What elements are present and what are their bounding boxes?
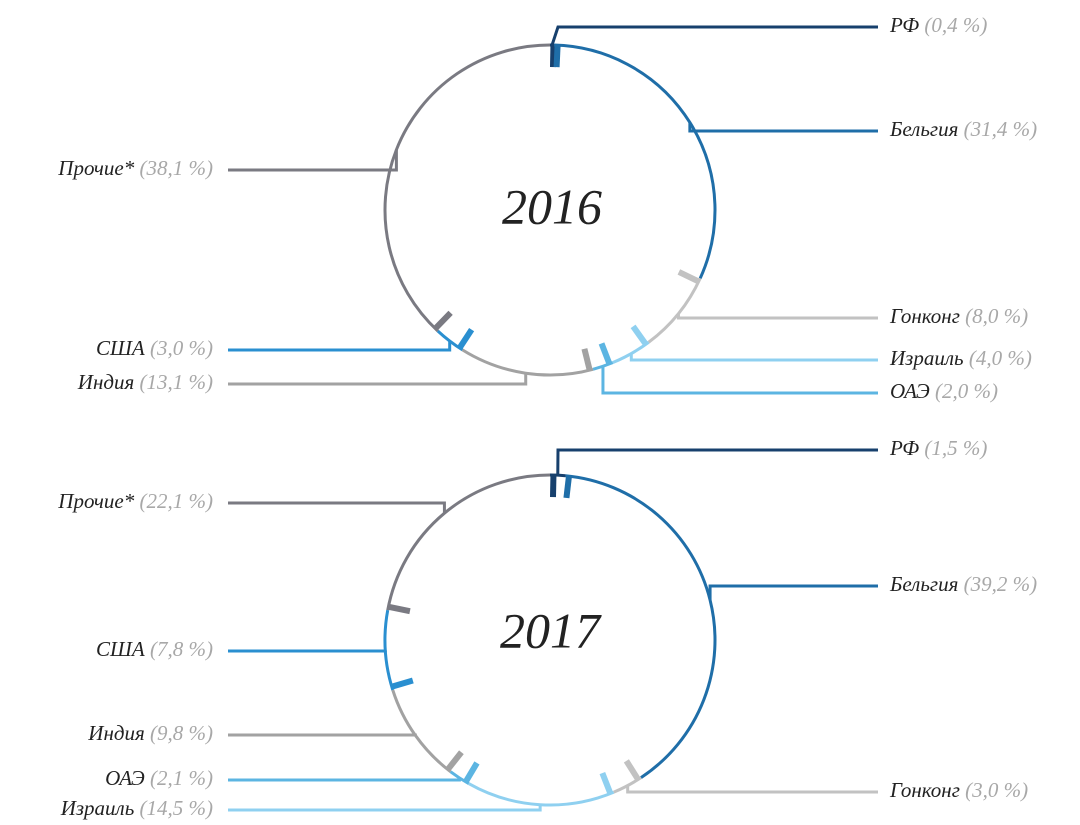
ring-segment <box>449 770 470 785</box>
label-value: (22,1 %) <box>140 489 213 513</box>
segment-label: ОАЭ (2,0 %) <box>890 379 998 403</box>
segment-marker <box>456 327 475 351</box>
leader-line <box>688 122 878 133</box>
ring-segment <box>647 277 702 344</box>
label-value: (3,0 %) <box>965 778 1028 802</box>
label-value: (13,1 %) <box>140 370 213 394</box>
segment-marker <box>432 310 453 332</box>
segment-label: Прочие* (38,1 %) <box>57 156 213 180</box>
segment-marker <box>623 759 642 782</box>
leader-line <box>676 313 878 320</box>
label-name: Гонконг <box>889 304 960 328</box>
label-name: Индия <box>77 370 134 394</box>
segment-label: Индия (13,1 %) <box>77 370 213 394</box>
label-value: (38,1 %) <box>140 156 213 180</box>
leader-line <box>228 804 542 812</box>
ring-segment <box>386 473 551 611</box>
label-name: США <box>96 637 145 661</box>
label-value: (9,8 %) <box>150 721 213 745</box>
segment-label: Гонконг (8,0 %) <box>889 304 1028 328</box>
leader-line <box>228 649 387 653</box>
segment-marker <box>389 677 414 690</box>
ring-segment <box>383 609 395 691</box>
label-value: (0,4 %) <box>924 13 987 37</box>
segment-label: США (7,8 %) <box>96 637 213 661</box>
label-name: Прочие* <box>57 489 134 513</box>
label-name: Бельгия <box>889 117 958 141</box>
segment-label: РФ (0,4 %) <box>889 13 987 37</box>
label-name: Гонконг <box>889 778 960 802</box>
label-name: Прочие* <box>57 156 134 180</box>
leader-line <box>556 448 878 476</box>
segment-label: Бельгия (39,2 %) <box>889 572 1037 596</box>
label-value: (39,2 %) <box>964 572 1037 596</box>
label-value: (31,4 %) <box>964 117 1037 141</box>
label-value: (3,0 %) <box>150 336 213 360</box>
label-name: РФ <box>889 13 919 37</box>
segment-label: Прочие* (22,1 %) <box>57 489 213 513</box>
label-value: (7,8 %) <box>150 637 213 661</box>
segment-label: Израиль (14,5 %) <box>60 796 213 820</box>
ring-segment <box>461 348 594 377</box>
segment-marker <box>630 324 649 347</box>
segment-marker <box>677 269 701 285</box>
leader-line <box>228 501 446 514</box>
label-value: (4,0 %) <box>969 346 1032 370</box>
ring-segment <box>391 689 452 773</box>
leader-line <box>601 366 878 395</box>
label-name: США <box>96 336 145 360</box>
segment-marker <box>444 750 464 773</box>
segment-label: РФ (1,5 %) <box>889 436 987 460</box>
leader-line <box>228 373 528 386</box>
segment-label: Бельгия (31,4 %) <box>889 117 1037 141</box>
leader-line <box>228 777 461 782</box>
segment-marker <box>553 44 561 68</box>
segment-label: ОАЭ (2,1 %) <box>105 766 213 790</box>
segment-label: Гонконг (3,0 %) <box>889 778 1028 802</box>
ring-segment <box>467 782 615 807</box>
label-name: ОАЭ <box>105 766 145 790</box>
segment-marker <box>599 771 614 796</box>
label-name: Индия <box>87 721 144 745</box>
label-name: РФ <box>889 436 919 460</box>
leader-line <box>550 25 878 46</box>
segment-marker <box>581 348 593 372</box>
year-title: 2016 <box>502 178 602 234</box>
label-name: Израиль <box>889 346 964 370</box>
segment-marker <box>462 761 480 785</box>
segment-label: Индия (9,8 %) <box>87 721 213 745</box>
leader-line <box>228 149 398 172</box>
year-title: 2017 <box>500 602 602 658</box>
leader-line <box>629 353 878 362</box>
label-value: (14,5 %) <box>140 796 213 820</box>
label-name: Израиль <box>60 796 135 820</box>
segment-label: Израиль (4,0 %) <box>889 346 1032 370</box>
leader-line <box>708 584 878 600</box>
ring-segment <box>554 43 717 279</box>
label-name: ОАЭ <box>890 379 930 403</box>
label-name: Бельгия <box>889 572 958 596</box>
label-value: (8,0 %) <box>965 304 1028 328</box>
segment-marker <box>598 342 613 366</box>
segment-marker <box>563 474 573 499</box>
segment-marker <box>386 603 411 615</box>
label-value: (2,0 %) <box>935 379 998 403</box>
leader-line <box>228 341 452 352</box>
label-value: (1,5 %) <box>924 436 987 460</box>
segment-label: США (3,0 %) <box>96 336 213 360</box>
leader-line <box>626 785 878 794</box>
label-value: (2,1 %) <box>150 766 213 790</box>
